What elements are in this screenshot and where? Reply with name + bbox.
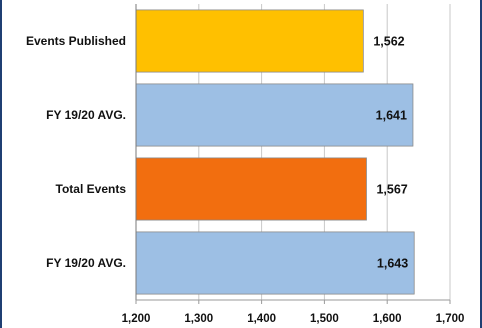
x-tick-label-1500: 1,500 <box>310 313 339 325</box>
bar-1 <box>135 9 364 73</box>
bar-2 <box>135 83 414 147</box>
x-tick-label-1400: 1,400 <box>247 313 276 325</box>
data-label-3: 1,567 <box>376 183 407 197</box>
category-label-4: FY 19/20 AVG. <box>46 256 126 270</box>
category-label-2: FY 19/20 AVG. <box>46 108 126 122</box>
bar-3 <box>135 157 367 221</box>
data-label-4: 1,643 <box>377 257 408 271</box>
x-tick-label-1200: 1,200 <box>122 313 151 325</box>
bars <box>135 9 415 295</box>
x-tick-label-1700: 1,700 <box>436 313 465 325</box>
bar-4 <box>135 231 415 295</box>
x-tick-label-1600: 1,600 <box>373 313 402 325</box>
data-label-1: 1,562 <box>373 35 404 49</box>
data-label-2: 1,641 <box>376 109 407 123</box>
labels: Events Published 1,562 FY 19/20 AVG. 1,641 T… <box>26 34 464 325</box>
category-label-3: Total Events <box>56 182 127 196</box>
axes <box>135 4 451 304</box>
category-label-1: Events Published <box>26 34 126 48</box>
x-tick-label-1300: 1,300 <box>184 313 213 325</box>
